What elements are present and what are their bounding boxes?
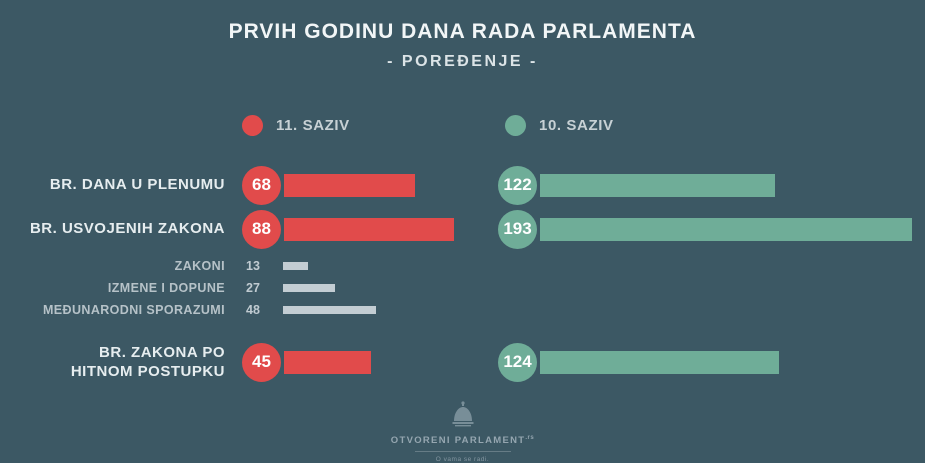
breakdown-label: ZAKONI: [174, 259, 225, 273]
breakdown-row: IZMENE I DOPUNE 27: [0, 277, 925, 299]
legend-label: 11. SAZIV: [276, 116, 350, 134]
bar-saziv-11: [284, 173, 415, 197]
wordmark: OTVORENI PARLAMENT.rs: [390, 434, 535, 446]
breakdown-value: 27: [246, 281, 260, 295]
row-label: BR. DANA U PLENUMU: [49, 176, 225, 194]
wordmark-suffix: .rs: [525, 434, 535, 441]
chart-row: BR. DANA U PLENUMU 68 122: [0, 163, 925, 207]
legend-dot-green-icon: [505, 114, 526, 136]
divider: [414, 451, 511, 452]
row-label: BR. USVOJENIH ZAKONA: [29, 220, 225, 238]
breakdown-value: 13: [246, 259, 260, 273]
header: PRVIH GODINU DANA RADA PARLAMENTA - PORE…: [0, 20, 925, 71]
chart-title: PRVIH GODINU DANA RADA PARLAMENTA: [228, 20, 697, 43]
bar-saziv-11: [284, 350, 371, 374]
value-badge-saziv-10: 193: [498, 209, 537, 249]
row-label: BR. ZAKONA PO HITNOM POSTUPKU: [70, 343, 225, 381]
chart-row: BR. USVOJENIH ZAKONA 88 193: [0, 207, 925, 251]
breakdown-bar: [283, 284, 335, 292]
breakdown-label: MEĐUNARODNI SPORAZUMI: [42, 303, 225, 317]
value-badge-saziv-11: 88: [242, 209, 281, 249]
breakdown-bar: [283, 306, 376, 314]
legend-label: 10. SAZIV: [539, 116, 614, 134]
legend-item-saziv-10: 10. SAZIV: [505, 113, 614, 137]
bar-saziv-10: [540, 350, 779, 374]
value-badge-saziv-10: 122: [498, 165, 537, 205]
value-badge-saziv-10: 124: [498, 342, 537, 382]
chart-row: BR. ZAKONA PO HITNOM POSTUPKU 45 124: [0, 340, 925, 384]
chart-rows: BR. DANA U PLENUMU 68 122 BR. USVOJENIH ZAK…: [0, 163, 925, 384]
legend-dot-red-icon: [242, 114, 263, 136]
bar-saziv-10: [540, 173, 775, 197]
breakdown-bar: [283, 262, 308, 270]
saziv-10-group: 124: [498, 340, 779, 384]
breakdown-value: 48: [246, 303, 260, 317]
saziv-10-group: 122: [498, 163, 775, 207]
breakdown-row: MEĐUNARODNI SPORAZUMI 48: [0, 299, 925, 321]
bar-saziv-10: [540, 217, 912, 241]
footer-logo: OTVORENI PARLAMENT.rs O vama se radi.: [0, 401, 925, 463]
breakdown-label: IZMENE I DOPUNE: [107, 281, 225, 295]
breakdown: ZAKONI 13 IZMENE I DOPUNE 27 MEĐUNARODNI SPO…: [0, 251, 925, 321]
value-badge-saziv-11: 45: [242, 342, 281, 382]
parliament-dome-icon: [452, 401, 473, 427]
bar-saziv-11: [284, 217, 454, 241]
legend-item-saziv-11: 11. SAZIV: [242, 113, 350, 137]
saziv-10-group: 193: [498, 207, 912, 251]
chart-subtitle: - POREĐENJE -: [387, 53, 538, 70]
legend: 11. SAZIV 10. SAZIV: [0, 113, 925, 137]
tagline: O vama se radi.: [435, 456, 490, 463]
value-badge-saziv-11: 68: [242, 165, 281, 205]
breakdown-row: ZAKONI 13: [0, 255, 925, 277]
